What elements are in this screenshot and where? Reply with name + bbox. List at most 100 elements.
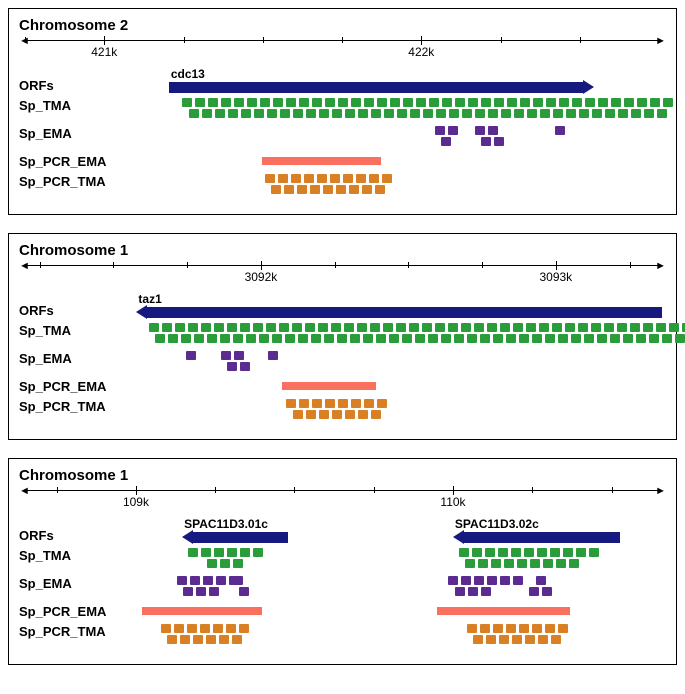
track-block	[187, 624, 197, 633]
track-block	[207, 334, 217, 343]
track-block	[644, 109, 654, 118]
track-block	[397, 109, 407, 118]
track-block	[618, 109, 628, 118]
orf-label: taz1	[138, 292, 161, 306]
track-block	[468, 98, 478, 107]
track-block	[487, 323, 497, 332]
track-block	[214, 548, 224, 557]
track-block	[247, 98, 257, 107]
pcr-ema-bar	[282, 382, 376, 390]
track-block	[190, 576, 200, 585]
track-block	[286, 98, 296, 107]
track-block	[382, 174, 392, 183]
track-label: Sp_PCR_EMA	[19, 154, 106, 169]
track-block	[208, 98, 218, 107]
track-block	[344, 323, 354, 332]
track-block	[241, 109, 251, 118]
track-block	[181, 334, 191, 343]
track-block	[474, 576, 484, 585]
track-block	[536, 576, 546, 585]
track-block	[246, 334, 256, 343]
track-block	[240, 323, 250, 332]
track-label: Sp_EMA	[19, 126, 72, 141]
track-block	[206, 635, 216, 644]
track-block	[520, 98, 530, 107]
track-label: ORFs	[19, 528, 54, 543]
axis-major-tick	[556, 261, 557, 270]
pcr-ema-bar	[262, 157, 381, 165]
track-row-pcr-ema: Sp_PCR_EMA	[19, 154, 666, 172]
chromosome-title: Chromosome 1	[19, 467, 666, 484]
track-block	[526, 323, 536, 332]
track-block	[293, 410, 303, 419]
track-block	[519, 334, 529, 343]
axis-arrow-right-icon: ►	[655, 36, 666, 46]
track-block	[571, 334, 581, 343]
axis-minor-tick	[294, 487, 295, 493]
track-block	[597, 334, 607, 343]
pcr-ema-bar	[142, 607, 261, 615]
track-block	[297, 185, 307, 194]
track-block	[325, 98, 335, 107]
track-block	[336, 185, 346, 194]
track-row-pcr-tma: Sp_PCR_TMA	[19, 399, 666, 425]
axis-minor-tick	[335, 262, 336, 268]
axis-minor-tick	[25, 37, 26, 43]
track-block	[530, 559, 540, 568]
track-block	[563, 548, 573, 557]
track-block	[558, 624, 568, 633]
track-row-tma: Sp_TMA	[19, 323, 666, 349]
track-block	[293, 109, 303, 118]
track-block	[623, 334, 633, 343]
track-block	[332, 410, 342, 419]
track-block	[260, 98, 270, 107]
genome-panel: Chromosome 1◄►3092k3093kORFstaz1Sp_TMASp…	[8, 233, 677, 440]
track-block	[493, 334, 503, 343]
track-block	[268, 351, 278, 360]
track-block	[542, 587, 552, 596]
track-block	[186, 351, 196, 360]
track-block	[201, 323, 211, 332]
track-block	[585, 98, 595, 107]
track-block	[475, 126, 485, 135]
track-block	[377, 399, 387, 408]
track-block	[565, 323, 575, 332]
axis-minor-tick	[612, 487, 613, 493]
track-label: Sp_PCR_TMA	[19, 399, 106, 414]
track-block	[475, 109, 485, 118]
track-block	[253, 548, 263, 557]
track-block	[299, 399, 309, 408]
track-block	[213, 624, 223, 633]
track-row-tma: Sp_TMA	[19, 548, 666, 574]
track-block	[473, 635, 483, 644]
track-block	[312, 98, 322, 107]
track-block	[500, 323, 510, 332]
track-block	[351, 399, 361, 408]
track-block	[441, 137, 451, 146]
track-block	[578, 323, 588, 332]
axis-minor-tick	[57, 487, 58, 493]
track-label: Sp_TMA	[19, 323, 71, 338]
track-block	[448, 323, 458, 332]
axis-minor-tick	[263, 37, 264, 43]
track-block	[459, 548, 469, 557]
track-block	[196, 587, 206, 596]
axis-minor-tick	[187, 262, 188, 268]
track-block	[221, 98, 231, 107]
track-block	[610, 334, 620, 343]
track-block	[219, 635, 229, 644]
track-block	[448, 126, 458, 135]
track-block	[390, 98, 400, 107]
track-label: Sp_PCR_EMA	[19, 379, 106, 394]
track-block	[338, 98, 348, 107]
track-row-pcr-ema: Sp_PCR_EMA	[19, 379, 666, 397]
track-block	[436, 109, 446, 118]
track-block	[513, 576, 523, 585]
axis-major-tick	[453, 486, 454, 495]
axis-tick-label: 3092k	[245, 270, 278, 284]
track-block	[481, 137, 491, 146]
track-block	[480, 334, 490, 343]
track-block	[442, 98, 452, 107]
track-block	[467, 334, 477, 343]
track-block	[188, 548, 198, 557]
